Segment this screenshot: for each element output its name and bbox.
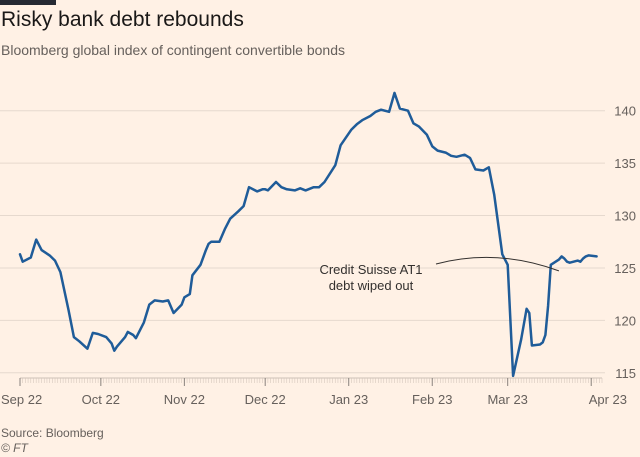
ft-credit: © FT	[1, 441, 28, 455]
x-axis: Sep 22 Oct 22 Nov 22 Dec 22 Jan 23 Feb 23 Mar …	[1, 377, 627, 407]
series-line	[18, 91, 598, 378]
chart-title: Risky bank debt rebounds	[1, 8, 244, 31]
x-tick-label: Oct 22	[82, 392, 120, 407]
ft-top-bar	[0, 0, 56, 5]
x-tick-label: Apr 23	[589, 392, 627, 407]
y-tick-label: 135	[614, 156, 636, 171]
x-tick-label: Jan 23	[329, 392, 368, 407]
annotation-text-line1: Credit Suisse AT1	[319, 262, 422, 277]
source-note: Source: Bloomberg	[1, 426, 104, 440]
y-axis-ticks: 115 120 125 130 135 140	[614, 104, 636, 381]
series-layer	[18, 91, 598, 378]
x-tick-label: Mar 23	[487, 392, 527, 407]
y-tick-label: 120	[614, 313, 636, 328]
y-tick-label: 140	[614, 104, 636, 119]
annotation-connector	[435, 256, 560, 272]
x-tick-label: Sep 22	[1, 392, 42, 407]
chart-subtitle: Bloomberg global index of contingent con…	[1, 42, 346, 58]
y-tick-label: 130	[614, 209, 636, 224]
x-tick-label: Feb 23	[412, 392, 452, 407]
x-tick-label: Nov 22	[164, 392, 205, 407]
y-tick-label: 125	[614, 261, 636, 276]
x-tick-label: Dec 22	[245, 392, 286, 407]
annotation-text-line2: debt wiped out	[329, 278, 414, 293]
gridlines	[0, 110, 605, 374]
y-tick-label: 115	[615, 366, 636, 381]
